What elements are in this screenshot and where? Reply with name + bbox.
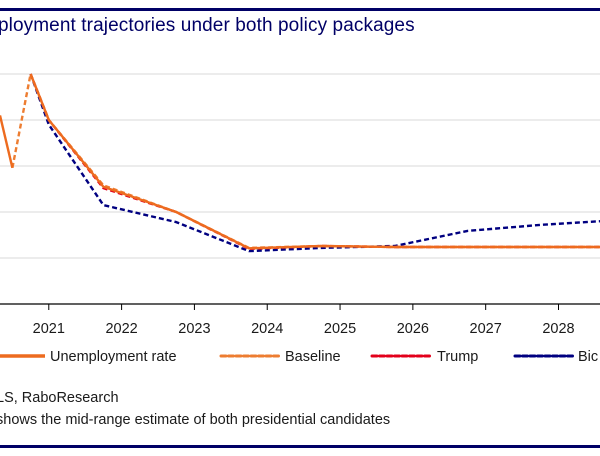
x-tick-label: 2021 <box>33 321 65 337</box>
series-line-baseline <box>11 72 600 250</box>
legend-label: Unemployment rate <box>50 349 177 365</box>
x-tick-label: 2024 <box>251 321 283 337</box>
footnote: shows the mid-range estimate of both pre… <box>0 412 391 428</box>
series-line-trump <box>29 73 600 251</box>
series-lines <box>0 72 600 253</box>
x-tick-label: 2022 <box>105 321 137 337</box>
legend-item: Unemployment rate <box>0 349 177 365</box>
top-rule <box>0 8 600 11</box>
chart-title: ployment trajectories under both policy … <box>0 15 415 36</box>
series-line-unemployment-rate <box>0 115 14 169</box>
bottom-rule <box>0 445 600 448</box>
x-axis: 2021 2022 2023 2024 2025 2026 2027 2028 <box>0 303 600 337</box>
series-line-unemployment-rate-overlay <box>29 73 600 250</box>
series-line-biden <box>29 73 600 253</box>
legend-item: Baseline <box>219 349 341 365</box>
legend-label: Baseline <box>285 349 341 365</box>
x-tick-label: 2026 <box>397 321 429 337</box>
legend-label: Trump <box>437 349 478 365</box>
x-tick-label: 2023 <box>178 321 210 337</box>
legend-item: Bic <box>513 349 598 365</box>
x-tick-label: 2028 <box>542 321 574 337</box>
x-tick-label: 2027 <box>470 321 502 337</box>
x-tick-label: 2025 <box>324 321 356 337</box>
gridlines <box>0 73 600 259</box>
legend-item: Trump <box>370 349 478 365</box>
legend: Unemployment rate Baseline Trump Bic <box>0 349 598 365</box>
line-chart: 2021 2022 2023 2024 2025 2026 2027 2028 Unemplo… <box>0 72 600 365</box>
legend-label: Bic <box>578 349 598 365</box>
source-note: LS, RaboResearch <box>0 390 119 406</box>
